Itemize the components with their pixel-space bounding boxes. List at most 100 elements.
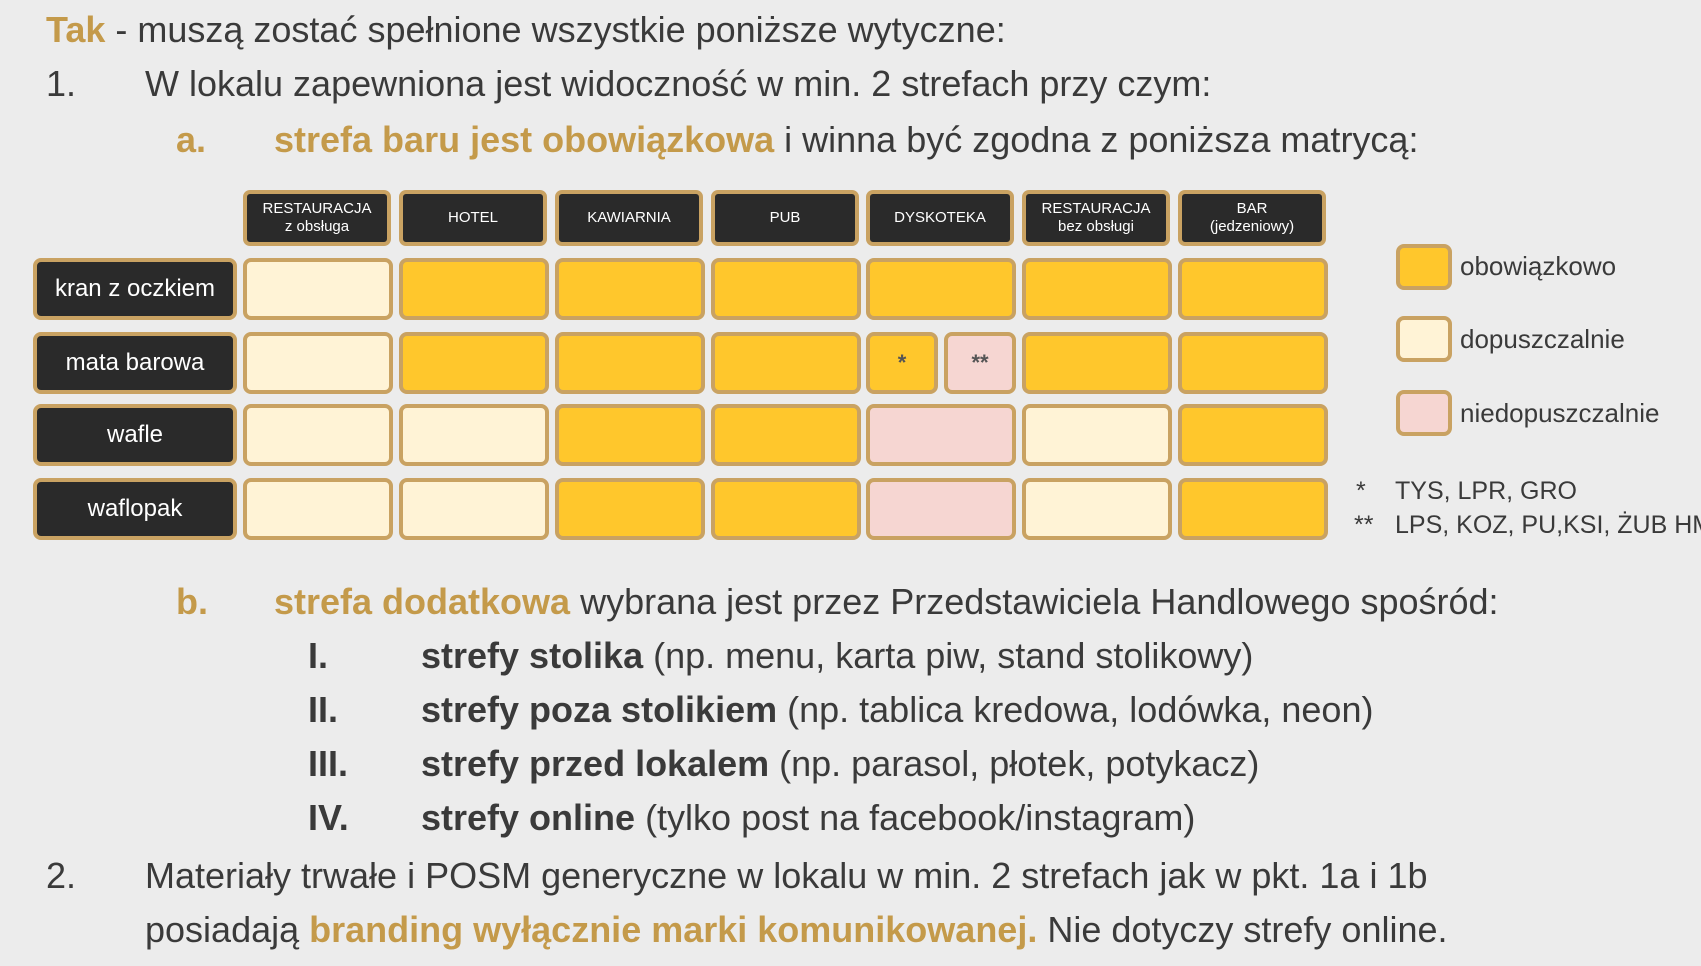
sub-4-rest: (tylko post na facebook/instagram): [635, 797, 1196, 838]
matrix-cell: [1022, 258, 1172, 320]
legend-label-niedopuszczalnie: niedopuszczalnie: [1460, 398, 1660, 428]
column-header-line1: PUB: [769, 209, 801, 226]
p2-branding: branding wyłącznie marki komunikowanej.: [309, 909, 1038, 950]
p2-line2: posiadają branding wyłącznie marki komun…: [145, 908, 1448, 952]
sub-2-bold: strefy poza stolikiem: [421, 689, 778, 730]
matrix-cell: [243, 478, 393, 540]
legend-swatch-niedopuszczalnie: [1396, 390, 1452, 436]
intro-tak: Tak: [46, 9, 106, 50]
pa-line: strefa baru jest obowiązkowa i winna być…: [274, 118, 1418, 162]
column-header-line2: (jedzeniowy): [1209, 218, 1295, 235]
note-1-text: TYS, LPR, GRO: [1395, 477, 1577, 505]
matrix-cell: [1022, 404, 1172, 466]
matrix-cell: [1022, 332, 1172, 394]
column-header-4: PUB: [711, 190, 859, 246]
column-header-text: DYSKOTEKA: [894, 209, 986, 227]
column-header-line1: RESTAURACJA: [1041, 200, 1151, 217]
matrix-cell: [555, 258, 705, 320]
matrix-cell: [243, 258, 393, 320]
note-1-mark: *: [1356, 477, 1366, 505]
matrix-cell: [555, 404, 705, 466]
pb-bold: strefa dodatkowa: [274, 581, 571, 622]
pb-letter: b.: [176, 581, 208, 622]
row-label-kran-z-oczkiem: kran z oczkiem: [33, 258, 237, 320]
pa-rest: i winna być zgodna z poniższa matrycą:: [774, 119, 1419, 160]
matrix-cell: [555, 478, 705, 540]
column-header-line1: HOTEL: [447, 209, 498, 226]
matrix-cell: [1178, 332, 1328, 394]
matrix-cell: [711, 404, 861, 466]
matrix-cell: [1178, 258, 1328, 320]
matrix-cell: [711, 332, 861, 394]
column-header-line1: BAR: [1236, 200, 1268, 217]
matrix-cell-split-left: *: [866, 332, 938, 394]
matrix-cell-split-right: **: [944, 332, 1016, 394]
sub-1-number: I.: [308, 635, 329, 676]
matrix-cell: [399, 258, 549, 320]
matrix-cell: [711, 478, 861, 540]
sub-4-bold: strefy online: [421, 797, 636, 838]
sub-2-rest: (np. tablica kredowa, lodówka, neon): [777, 689, 1374, 730]
p2-line2-start: posiadają: [145, 909, 310, 950]
legend-label-obowiazkowo: obowiązkowo: [1460, 251, 1617, 281]
sub-3-number: III.: [308, 743, 349, 784]
intro-line: Tak - muszą zostać spełnione wszystkie p…: [46, 8, 1006, 52]
row-label-wafle: wafle: [33, 404, 237, 466]
cell-mark: *: [897, 350, 907, 375]
note-2-text: LPS, KOZ, PU,KSI, ŻUB HM: [1395, 511, 1701, 539]
column-header-5: DYSKOTEKA: [866, 190, 1014, 246]
pa-bold: strefa baru jest obowiązkowa: [274, 119, 775, 160]
column-header-line1: RESTAURACJA: [262, 200, 372, 217]
column-header-text: HOTEL: [448, 209, 498, 227]
matrix-cell: [399, 404, 549, 466]
matrix-cell: [555, 332, 705, 394]
sub-1-bold: strefy stolika: [421, 635, 644, 676]
matrix-cell: [399, 332, 549, 394]
sub-3-bold: strefy przed lokalem: [421, 743, 770, 784]
pb-line: strefa dodatkowa wybrana jest przez Prze…: [274, 580, 1499, 624]
column-header-line1: DYSKOTEKA: [894, 209, 986, 226]
column-header-line2: bez obsługi: [1058, 218, 1134, 235]
column-header-text: KAWIARNIA: [587, 209, 671, 227]
sub-4-number: IV.: [308, 797, 349, 838]
column-header-3: KAWIARNIA: [555, 190, 703, 246]
matrix-cell: [243, 332, 393, 394]
column-header-line2: z obsługa: [284, 218, 350, 235]
note-2-mark: **: [1354, 511, 1374, 539]
matrix-cell: [866, 478, 1016, 540]
pa-letter: a.: [176, 119, 207, 160]
matrix-cell: [866, 404, 1016, 466]
matrix-cell: [866, 258, 1016, 320]
sub-3-rest: (np. parasol, płotek, potykacz): [769, 743, 1260, 784]
column-header-line1: KAWIARNIA: [587, 209, 671, 226]
matrix-cell: [711, 258, 861, 320]
legend-swatch-dopuszczalnie: [1396, 316, 1452, 362]
column-header-text: BAR (jedzeniowy): [1210, 200, 1294, 236]
pb-rest: wybrana jest przez Przedstawiciela Handl…: [570, 581, 1499, 622]
column-header-text: PUB: [770, 209, 801, 227]
intro-text: - muszą zostać spełnione wszystkie poniż…: [105, 9, 1006, 50]
matrix-cell: [1178, 404, 1328, 466]
p2-line1: Materiały trwałe i POSM generyczne w lok…: [145, 855, 1428, 896]
row-label-waflopak: waflopak: [33, 478, 237, 540]
column-header-2: HOTEL: [399, 190, 547, 246]
column-header-text: RESTAURACJA z obsługa: [263, 200, 372, 236]
matrix-cell: [243, 404, 393, 466]
sub-2-line: strefy poza stolikiem (np. tablica kredo…: [421, 688, 1373, 732]
sub-1-line: strefy stolika (np. menu, karta piw, sta…: [421, 634, 1253, 678]
matrix-cell: [399, 478, 549, 540]
column-header-6: RESTAURACJA bez obsługi: [1022, 190, 1170, 246]
legend-swatch-obowiazkowo: [1396, 244, 1452, 290]
p2-number: 2.: [46, 855, 77, 896]
p1-text: W lokalu zapewniona jest widoczność w mi…: [145, 63, 1212, 104]
sub-2-number: II.: [308, 689, 339, 730]
row-label-mata-barowa: mata barowa: [33, 332, 237, 394]
column-header-text: RESTAURACJA bez obsługi: [1042, 200, 1151, 236]
cell-mark: **: [971, 350, 989, 375]
matrix-cell: [1022, 478, 1172, 540]
matrix-cell: [1178, 478, 1328, 540]
legend-label-dopuszczalnie: dopuszczalnie: [1460, 324, 1625, 354]
p1-number: 1.: [46, 63, 77, 104]
column-header-7: BAR (jedzeniowy): [1178, 190, 1326, 246]
sub-4-line: strefy online (tylko post na facebook/in…: [421, 796, 1195, 840]
